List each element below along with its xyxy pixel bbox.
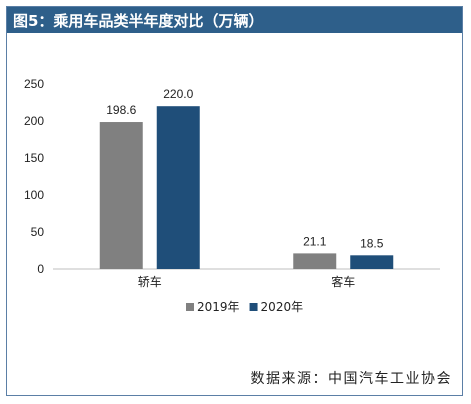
bar-2020-1 bbox=[350, 255, 394, 269]
y-tick-label: 0 bbox=[37, 262, 44, 276]
bar-2019-1 bbox=[293, 253, 337, 269]
y-tick-label: 200 bbox=[24, 114, 44, 128]
y-tick-label: 250 bbox=[24, 77, 44, 91]
source-note: 数据来源：中国汽车工业协会 bbox=[250, 371, 452, 387]
legend-swatch-2019 bbox=[186, 303, 194, 311]
y-tick-label: 50 bbox=[31, 225, 45, 239]
chart-title: 图5：乘用车品类半年度对比（万辆） bbox=[13, 12, 264, 30]
y-tick-label: 100 bbox=[24, 188, 44, 202]
bar-2019-0 bbox=[99, 122, 143, 269]
data-label: 198.6 bbox=[106, 103, 136, 117]
bar-2020-0 bbox=[156, 106, 200, 269]
legend-label: 2019年 bbox=[197, 300, 240, 314]
legend-swatch-2020 bbox=[249, 303, 258, 311]
data-label: 18.5 bbox=[360, 236, 384, 250]
y-tick-label: 150 bbox=[24, 151, 44, 165]
chart-frame: 图5：乘用车品类半年度对比（万辆） 数据来源：中国汽车工业协会 bbox=[6, 6, 463, 396]
data-label: 21.1 bbox=[303, 234, 327, 248]
legend-label: 2020年 bbox=[261, 300, 304, 314]
data-label: 220.0 bbox=[163, 87, 193, 101]
x-tick-label: 轿车 bbox=[138, 274, 162, 289]
x-tick-label: 客车 bbox=[331, 274, 355, 289]
title-bar: 图5：乘用车品类半年度对比（万辆） bbox=[7, 7, 462, 33]
